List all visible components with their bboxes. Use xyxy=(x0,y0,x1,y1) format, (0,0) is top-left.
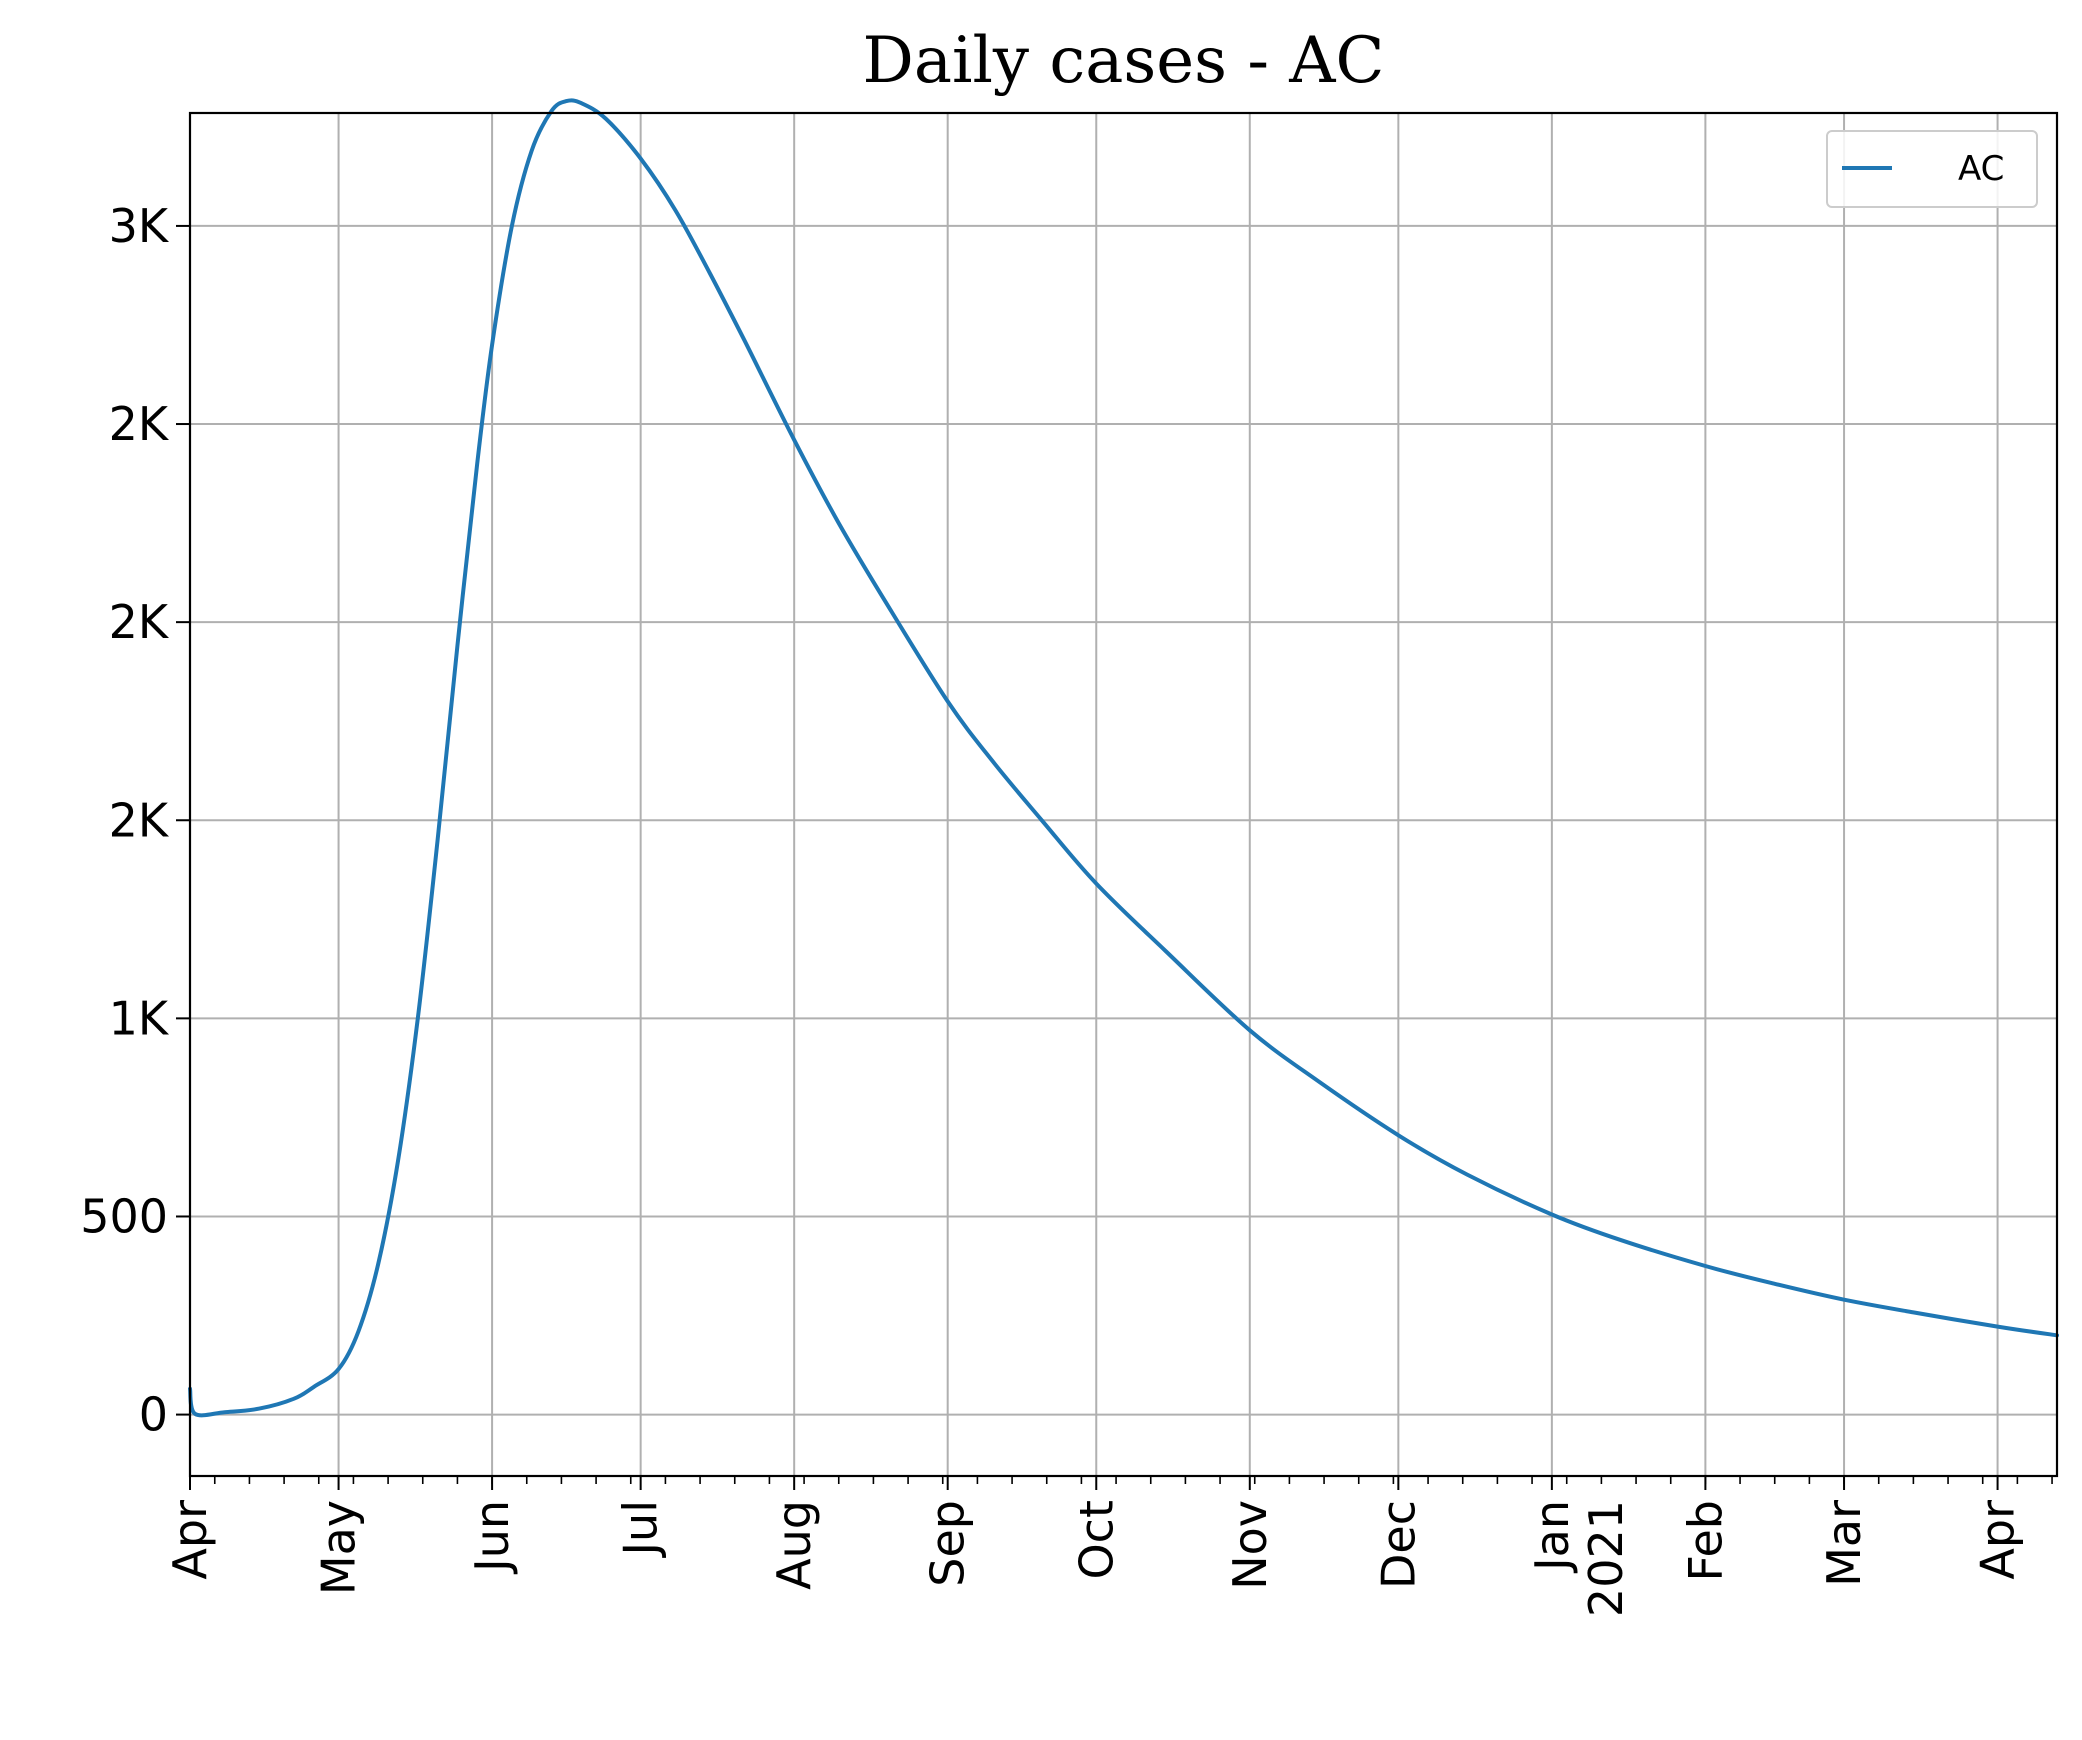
x-tick-label: Apr xyxy=(1971,1500,2025,1580)
ticks-layer: 0 500 1K 2K 2K 2K 3K Apr May Jun Jul Aug Sep Oct Nov De… xyxy=(80,199,2053,1617)
legend: AC xyxy=(1826,130,2038,208)
x-tick-label: Oct xyxy=(1069,1500,1123,1580)
x-tick-label: Jul xyxy=(614,1500,668,1559)
grid-layer xyxy=(189,113,2057,1476)
series-layer xyxy=(188,98,2059,1418)
x-tick-sublabel: 2021 xyxy=(1579,1500,1633,1617)
x-tick-label: Feb xyxy=(1678,1500,1732,1581)
legend-label: AC xyxy=(1958,149,2004,189)
chart-title: Daily cases - AC xyxy=(863,24,1385,98)
x-tick-label: Dec xyxy=(1371,1500,1425,1589)
x-tick-label: May xyxy=(312,1500,366,1595)
y-tick-label: 2K xyxy=(109,793,170,847)
x-tick-label: Mar xyxy=(1817,1500,1871,1587)
x-tick-label: Jun xyxy=(465,1500,519,1575)
x-tick-label: Nov xyxy=(1223,1500,1277,1590)
y-tick-label: 0 xyxy=(139,1388,168,1442)
y-tick-label: 1K xyxy=(109,991,170,1045)
x-tick-label: Aug xyxy=(767,1500,821,1590)
y-tick-label: 2K xyxy=(109,397,170,451)
x-tick-label: Sep xyxy=(921,1500,975,1587)
y-tick-label: 3K xyxy=(109,199,170,253)
y-tick-label: 2K xyxy=(109,595,170,649)
x-tick-label: Apr xyxy=(163,1500,217,1580)
y-tick-label: 500 xyxy=(80,1189,168,1243)
plot-frame xyxy=(188,111,2059,1478)
x-tick-label: Jan xyxy=(1525,1500,1579,1574)
legend-box xyxy=(1826,130,2038,208)
series-line-ac xyxy=(188,98,2059,1418)
